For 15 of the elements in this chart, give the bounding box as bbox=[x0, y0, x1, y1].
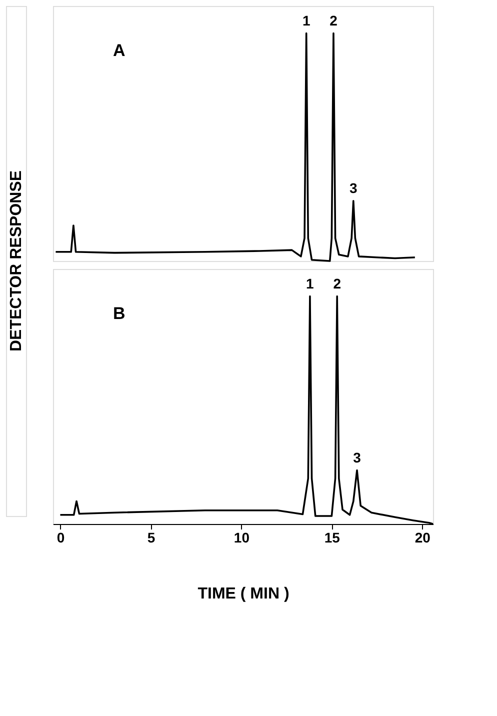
x-tick-label: 20 bbox=[414, 530, 431, 546]
x-tick-label: 10 bbox=[234, 530, 250, 546]
x-tick-label: 5 bbox=[147, 530, 156, 546]
text: B bbox=[113, 304, 126, 323]
x-tick-label: 0 bbox=[56, 530, 65, 546]
x-axis-title: TIME ( MIN ) bbox=[198, 586, 290, 602]
annotation: 2 bbox=[330, 12, 338, 28]
y-axis-title: DETECTOR RESPONSE bbox=[8, 170, 25, 352]
annotation: 2 bbox=[333, 275, 342, 292]
annotation: 3 bbox=[353, 449, 362, 466]
annotation: 1 bbox=[306, 275, 314, 292]
annotation: 3 bbox=[349, 180, 358, 196]
annotation: 1 bbox=[302, 12, 310, 28]
x-tick-label: 15 bbox=[324, 530, 340, 546]
text: A bbox=[113, 41, 126, 60]
